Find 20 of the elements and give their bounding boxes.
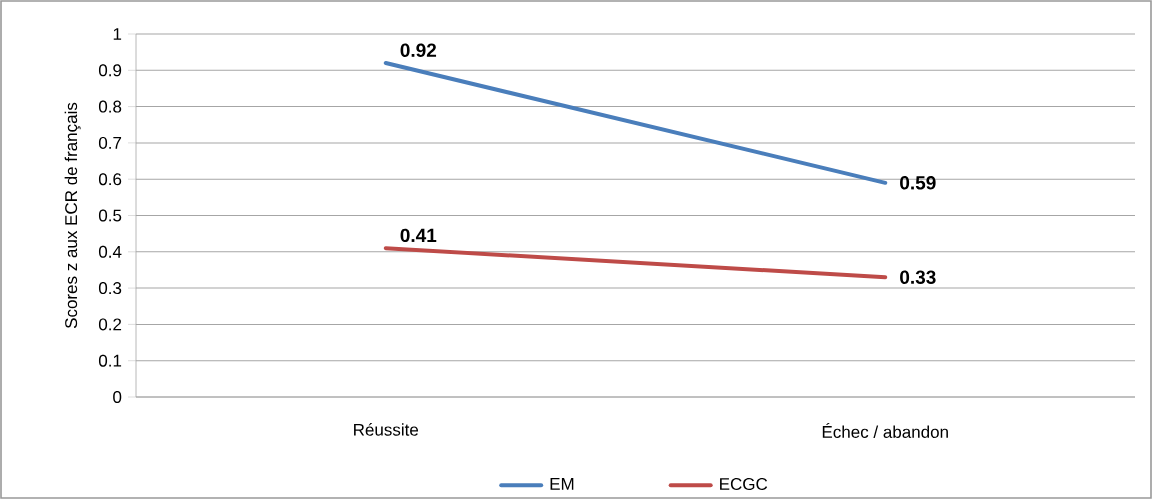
legend-label: EM (550, 478, 574, 490)
x-tick-label: Réussite (354, 423, 419, 436)
legend-label: ECGC (720, 478, 768, 491)
data-label: 0.92 (400, 43, 437, 57)
y-tick-label: 0.6 (98, 173, 122, 186)
y-axis-title: Scores z aux ECR de français (64, 102, 81, 329)
x-tick-label: Échec / abandon (822, 423, 948, 438)
data-label: 0.33 (900, 270, 936, 284)
data-label: 0.41 (400, 228, 437, 243)
data-label: 0.59 (900, 176, 936, 190)
y-tick-label: 0.7 (98, 136, 122, 149)
y-tick-label: 0.4 (98, 245, 122, 258)
y-tick-label: 0.9 (98, 64, 122, 77)
y-tick-label: 0.1 (98, 354, 122, 367)
y-tick-label: 0.2 (98, 318, 122, 331)
y-tick-label: 0.3 (98, 282, 122, 295)
y-tick-label: 0 (113, 391, 122, 404)
y-tick-label: 0.5 (98, 209, 122, 222)
y-tick-label: 0.8 (98, 100, 122, 113)
y-tick-label: 1 (113, 28, 122, 40)
